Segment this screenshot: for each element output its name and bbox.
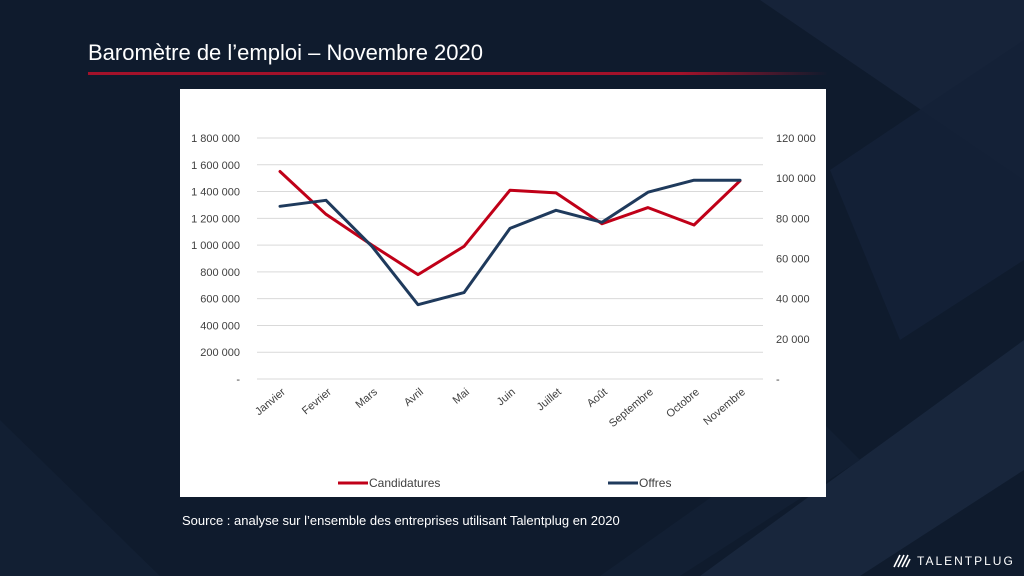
x-axis-tick-label: Septembre	[607, 386, 656, 430]
left-axis-tick-label: 800 000	[200, 267, 240, 279]
left-axis: - 200 000 400 000 600 000 800 000 1 000 000 1 …	[191, 133, 240, 386]
x-axis-tick-label: Fevrier	[300, 386, 334, 417]
talentplug-logo: TALENTPLUG	[893, 552, 1015, 570]
x-axis-tick-label: Octobre	[664, 386, 702, 420]
x-axis-tick-label: Août	[585, 386, 610, 410]
left-axis-tick-label: 1 200 000	[191, 213, 240, 225]
title-underline	[88, 72, 828, 75]
page-title: Baromètre de l’emploi – Novembre 2020	[88, 40, 483, 65]
x-axis-tick-label: Juillet	[535, 386, 564, 413]
source-note: Source : analyse sur l’ensemble des entr…	[182, 513, 620, 528]
grid-lines	[257, 137, 763, 380]
right-axis-tick-label: 20 000	[776, 334, 810, 346]
x-axis-tick-label: Juin	[495, 386, 518, 408]
x-axis-tick-label: Avril	[402, 386, 426, 409]
x-axis-tick-label: Janvier	[253, 386, 288, 418]
chart-panel: - 200 000 400 000 600 000 800 000 1 000 000 1 …	[180, 89, 826, 497]
left-axis-tick-label: 400 000	[200, 320, 240, 332]
left-axis-tick-label: 1 000 000	[191, 240, 240, 252]
left-axis-tick-label: 600 000	[200, 294, 240, 306]
series-lines	[278, 170, 742, 307]
series-line-offres	[278, 178, 742, 307]
x-axis-tick-label: Mai	[451, 386, 472, 407]
right-axis: - 20 000 40 000 60 000 80 000 100 000 120 000	[776, 133, 816, 386]
series-line-candidatures	[278, 170, 742, 277]
talentplug-logo-icon	[893, 554, 911, 568]
right-axis-tick-label: 40 000	[776, 294, 810, 306]
legend: Candidatures Offres	[338, 476, 671, 490]
left-axis-tick-label: -	[236, 374, 240, 386]
x-axis: Janvier Fevrier Mars Avril Mai Juin Juillet Aoû…	[253, 386, 748, 430]
left-axis-tick-label: 200 000	[200, 347, 240, 359]
legend-label: Candidatures	[369, 476, 440, 490]
x-axis-tick-label: Mars	[353, 386, 380, 411]
right-axis-tick-label: 100 000	[776, 173, 816, 185]
line-chart: - 200 000 400 000 600 000 800 000 1 000 000 1 …	[191, 133, 816, 490]
left-axis-tick-label: 1 400 000	[191, 187, 240, 199]
right-axis-tick-label: -	[776, 374, 780, 386]
right-axis-tick-label: 80 000	[776, 213, 810, 225]
right-axis-tick-label: 120 000	[776, 133, 816, 145]
left-axis-tick-label: 1 600 000	[191, 160, 240, 172]
left-axis-tick-label: 1 800 000	[191, 133, 240, 145]
right-axis-tick-label: 60 000	[776, 254, 810, 266]
logo-text: TALENTPLUG	[917, 554, 1015, 568]
legend-label: Offres	[639, 476, 671, 490]
x-axis-tick-label: Novembre	[701, 386, 748, 428]
